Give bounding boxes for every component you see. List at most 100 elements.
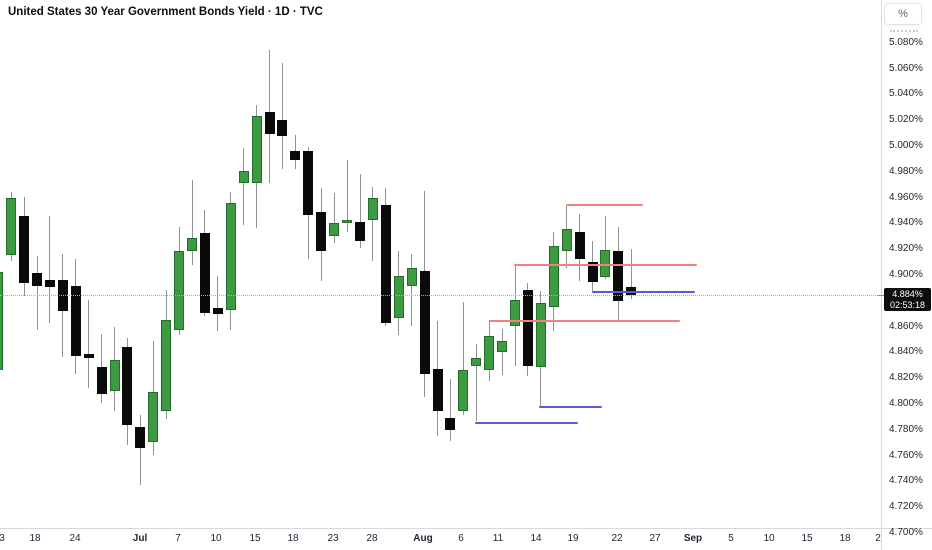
price-tick-label: 4.740%	[889, 475, 923, 487]
candle-body-down	[83, 354, 94, 359]
candle-body-up	[329, 222, 340, 236]
candle-body-down	[522, 289, 533, 366]
candle-body-up	[109, 359, 120, 391]
candle-body-up	[497, 341, 508, 352]
candle-wick	[281, 62, 283, 169]
candle-wick	[630, 248, 632, 299]
candle-body-down	[264, 111, 275, 134]
time-tick-month-label: Sep	[683, 533, 703, 544]
horizontal-line-blue[interactable]	[475, 421, 578, 424]
candle-body-up	[510, 300, 520, 326]
time-tick-label: 11	[492, 533, 504, 544]
time-tick-label: 15	[249, 533, 261, 544]
horizontal-line-red[interactable]	[514, 264, 697, 267]
horizontal-line-blue[interactable]	[539, 406, 602, 409]
candle-body-down	[419, 270, 430, 374]
candle-body-up	[251, 115, 262, 183]
price-tick-label: 4.800%	[889, 397, 923, 409]
candle-body-down	[445, 417, 456, 431]
time-tick-label: 22	[611, 533, 623, 544]
candle-body-down	[355, 221, 365, 241]
time-tick-label: 23	[327, 533, 339, 544]
candle-body-down	[19, 216, 29, 284]
symbol-title[interactable]: United States 30 Year Government Bonds Y…	[8, 6, 323, 18]
horizontal-line-red[interactable]	[566, 203, 643, 206]
time-tick-label: 18	[839, 533, 851, 544]
candle-body-up	[187, 238, 197, 252]
horizontal-line-red[interactable]	[489, 319, 680, 322]
time-tick-label: 15	[801, 533, 813, 544]
horizontal-line-blue[interactable]	[592, 291, 695, 294]
candle-body-down	[316, 212, 327, 252]
candle-wick	[333, 193, 335, 244]
candle-body-up	[174, 251, 185, 330]
candle-body-up	[6, 198, 17, 256]
price-tick-label: 4.900%	[889, 268, 923, 280]
time-tick-label: 24	[69, 533, 81, 544]
candle-wick	[346, 159, 348, 232]
candle-body-up	[600, 249, 611, 277]
candle-body-down	[574, 231, 585, 259]
candle-body-up	[393, 275, 404, 319]
price-scale-unit-button[interactable]: %	[884, 3, 922, 25]
candle-wick	[243, 147, 245, 226]
price-tick-label: 4.760%	[889, 449, 923, 461]
candle-wick	[604, 216, 606, 280]
chart-pane[interactable]	[0, 0, 881, 528]
candle-wick	[372, 186, 374, 262]
candle-wick	[36, 256, 38, 330]
candle-body-up	[238, 171, 249, 183]
price-tick-label: 4.780%	[889, 423, 923, 435]
candle-body-up	[535, 302, 546, 368]
candle-body-up	[225, 203, 236, 311]
candle-body-down	[380, 204, 391, 324]
time-tick-label: 18	[29, 533, 41, 544]
candle-wick	[462, 301, 464, 415]
candle-wick	[501, 328, 503, 375]
price-tick-label: 5.080%	[889, 36, 923, 48]
time-tick-label: 3	[0, 533, 5, 544]
price-tick-label: 4.980%	[889, 165, 923, 177]
clipped-axis-label-dashes	[890, 30, 918, 32]
candle-body-down	[199, 233, 210, 314]
time-tick-label: 10	[210, 533, 222, 544]
candle-body-up	[0, 271, 4, 370]
time-tick-label: 18	[287, 533, 299, 544]
candle-body-up	[471, 358, 482, 366]
candle-wick	[139, 415, 141, 485]
time-tick-label: 2	[875, 533, 881, 544]
time-tick-month-label: Aug	[413, 533, 433, 544]
price-tick-label: 4.820%	[889, 372, 923, 384]
candle-body-down	[122, 346, 133, 426]
price-axis-border	[881, 0, 882, 550]
candle-body-down	[277, 119, 288, 137]
time-tick-label: 7	[175, 533, 181, 544]
price-tick-label: 4.860%	[889, 320, 923, 332]
candle-body-down	[44, 279, 55, 288]
price-tick-label: 5.040%	[889, 88, 923, 100]
candle-body-up	[548, 246, 559, 307]
candle-wick	[359, 173, 361, 249]
candle-body-down	[32, 273, 42, 286]
candle-wick	[411, 253, 413, 326]
price-label-tick	[878, 295, 884, 296]
price-tick-label: 4.840%	[889, 346, 923, 358]
candle-body-down	[212, 307, 223, 315]
time-tick-month-label: Jul	[132, 533, 148, 544]
candle-wick	[191, 180, 193, 266]
candle-body-up	[561, 229, 572, 252]
bar-countdown: 02:53:18	[889, 299, 926, 310]
time-tick-label: 14	[530, 533, 542, 544]
candle-body-up	[458, 369, 469, 412]
time-tick-label: 5	[728, 533, 734, 544]
candle-body-down	[613, 251, 624, 302]
candle-body-down	[135, 426, 146, 449]
candle-body-down	[290, 150, 301, 160]
price-tick-label: 4.920%	[889, 243, 923, 255]
candle-wick	[449, 378, 451, 441]
price-tick-label: 5.000%	[889, 139, 923, 151]
candle-wick	[49, 216, 51, 324]
price-tick-label: 4.940%	[889, 217, 923, 229]
candle-wick	[475, 344, 477, 422]
candle-body-up	[161, 319, 172, 412]
